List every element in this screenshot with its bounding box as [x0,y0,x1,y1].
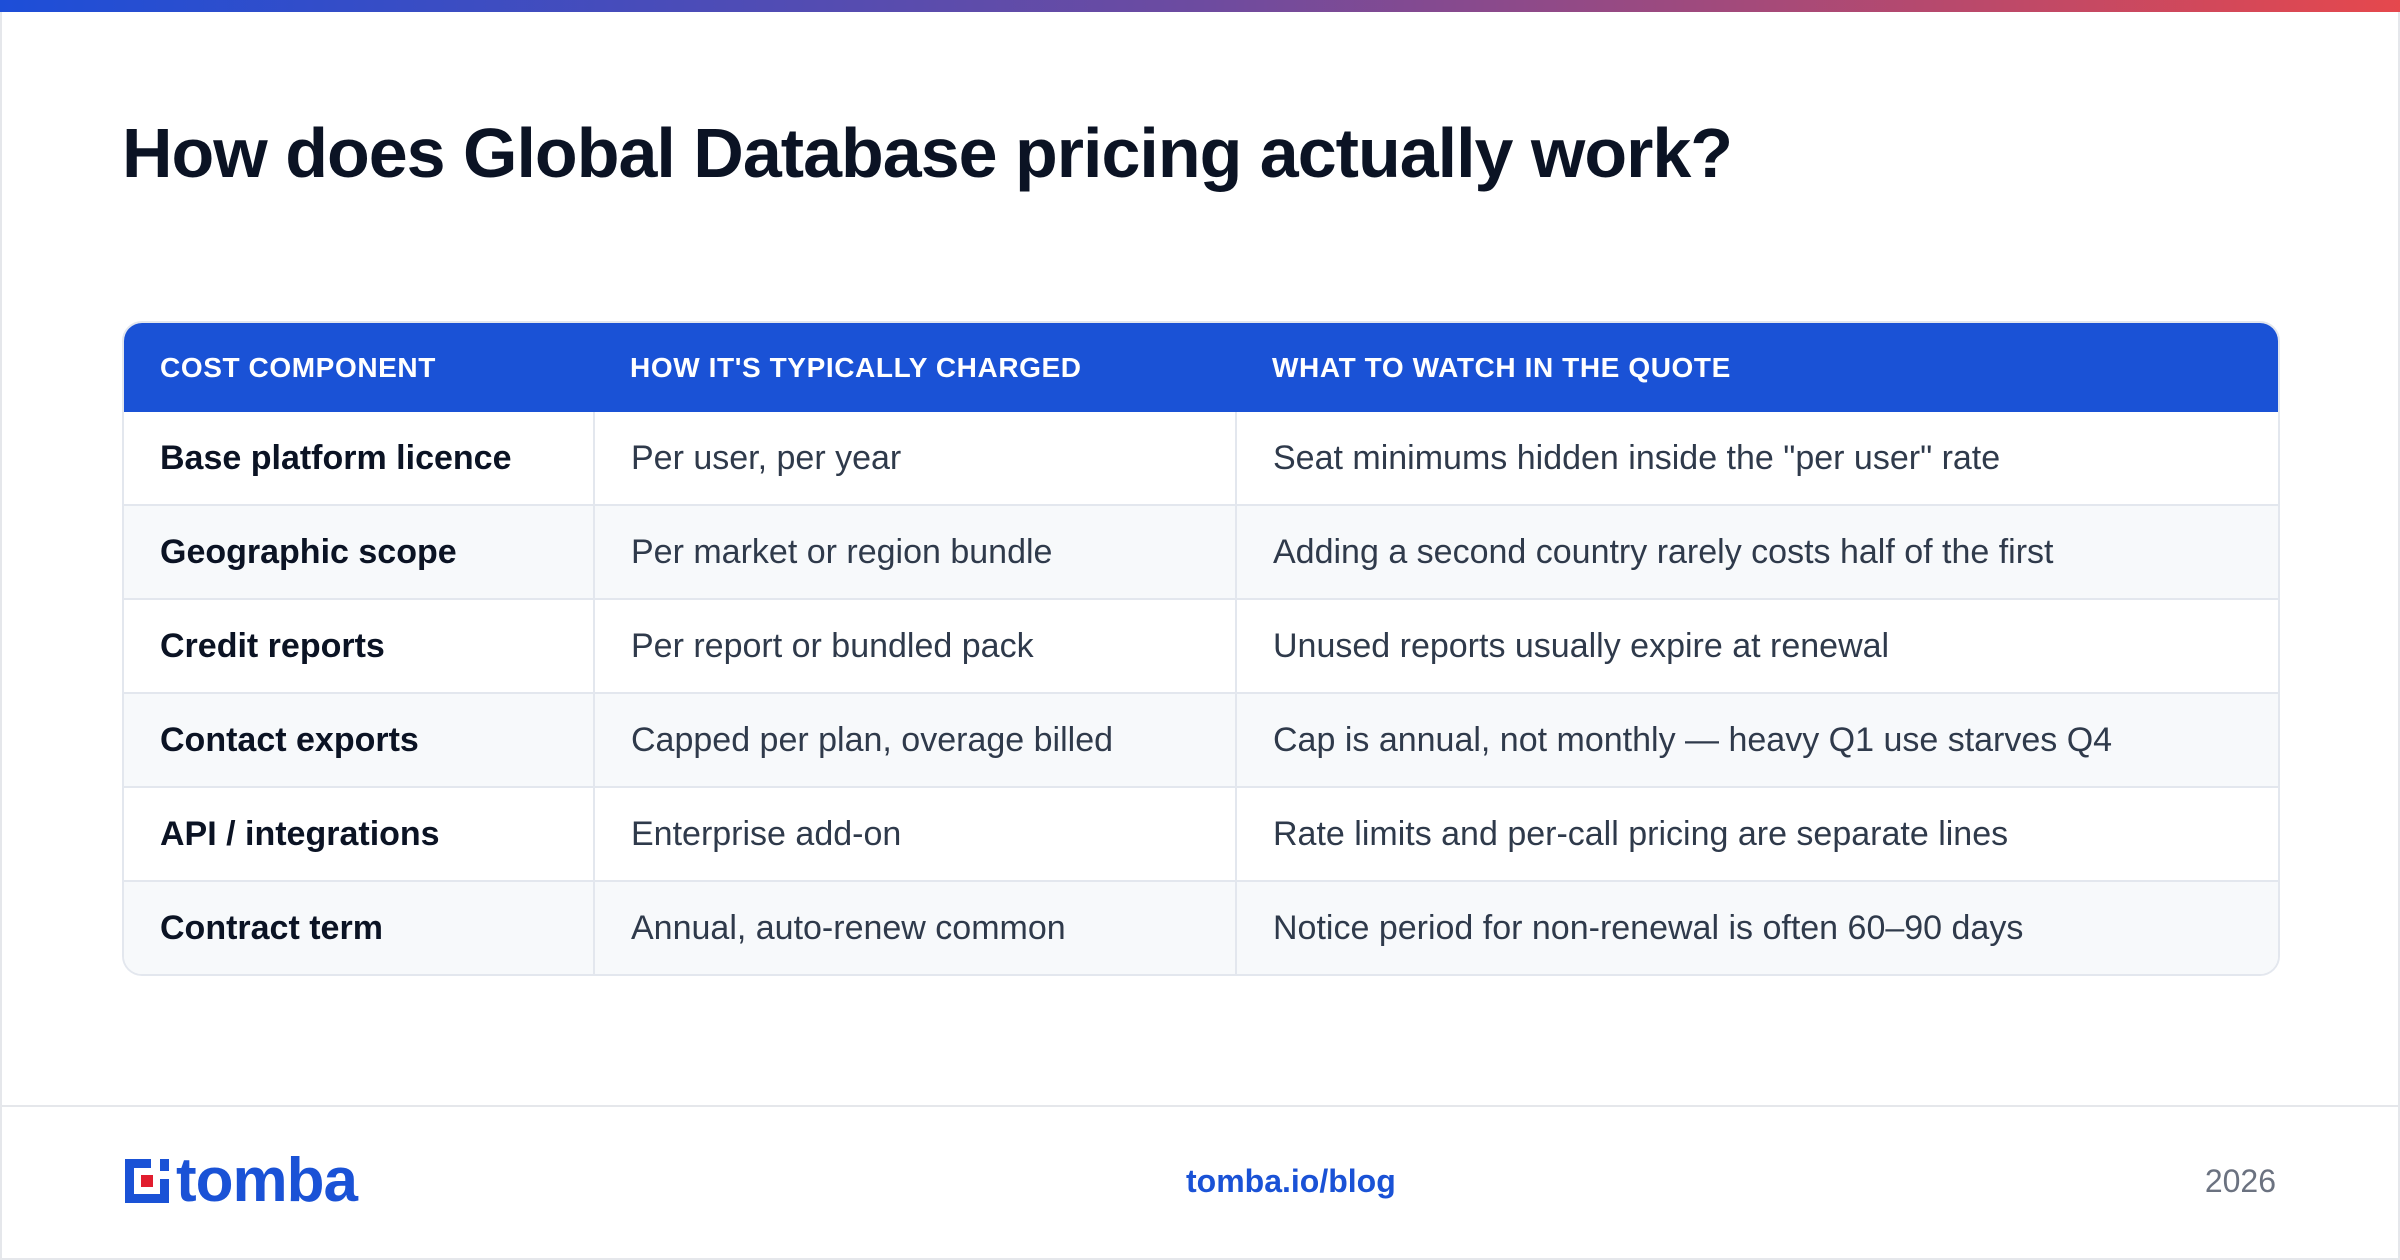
row-component: Contact exports [124,692,594,787]
row-watch: Seat minimums hidden inside the "per use… [1235,412,2278,505]
blog-link[interactable]: tomba.io/blog [1186,1163,1396,1199]
row-watch: Rate limits and per-call pricing are sep… [1235,786,2278,881]
row-watch: Cap is annual, not monthly — heavy Q1 us… [1235,692,2278,787]
header-what-to-watch: WHAT TO WATCH IN THE QUOTE [1236,323,2278,412]
page-title: How does Global Database pricing actuall… [122,114,1733,192]
logo-wordmark: tomba [176,1146,358,1215]
table-row: API / integrations Enterprise add-on Rat… [124,786,2278,881]
row-charge: Enterprise add-on [593,786,1236,881]
row-component: Credit reports [124,598,594,693]
table-row: Credit reports Per report or bundled pac… [124,598,2278,693]
pricing-table: COST COMPONENT HOW IT'S TYPICALLY CHARGE… [122,321,2280,976]
row-watch: Adding a second country rarely costs hal… [1235,504,2278,599]
top-gradient-bar [0,0,2400,12]
footer-divider [0,1105,2400,1107]
row-component: Geographic scope [124,504,594,599]
table-header-row: COST COMPONENT HOW IT'S TYPICALLY CHARGE… [124,323,2278,412]
table-row: Base platform licence Per user, per year… [124,412,2278,505]
header-cost-component: COST COMPONENT [124,323,594,412]
row-component: Contract term [124,880,594,974]
row-charge: Annual, auto-renew common [593,880,1236,974]
table-row: Contract term Annual, auto-renew common … [124,880,2278,974]
row-charge: Per report or bundled pack [593,598,1236,693]
row-component: API / integrations [124,786,594,881]
row-watch: Unused reports usually expire at renewal [1235,598,2278,693]
header-how-charged: HOW IT'S TYPICALLY CHARGED [594,323,1236,412]
row-charge: Per market or region bundle [593,504,1236,599]
table-row: Geographic scope Per market or region bu… [124,504,2278,599]
row-charge: Per user, per year [593,412,1236,505]
row-charge: Capped per plan, overage billed [593,692,1236,787]
row-watch: Notice period for non-renewal is often 6… [1235,880,2278,974]
footer-year: 2026 [2204,1163,2276,1199]
row-component: Base platform licence [160,438,512,477]
table-row: Contact exports Capped per plan, overage… [124,692,2278,787]
tomba-logo-mark-icon [125,1159,169,1203]
tomba-logo[interactable]: tomba [122,1146,358,1215]
